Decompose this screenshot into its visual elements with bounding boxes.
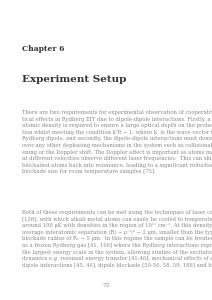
Text: 73: 73 (102, 283, 110, 288)
Text: There are two requirements for experimental observation of cooperative op-
tical: There are two requirements for experimen… (22, 110, 212, 174)
Text: Both of these requirements can be met using the techniques of laser cooling
[138: Both of these requirements can be met us… (22, 210, 212, 268)
Text: Chapter 6: Chapter 6 (22, 45, 64, 53)
Text: Experiment Setup: Experiment Setup (22, 75, 126, 84)
